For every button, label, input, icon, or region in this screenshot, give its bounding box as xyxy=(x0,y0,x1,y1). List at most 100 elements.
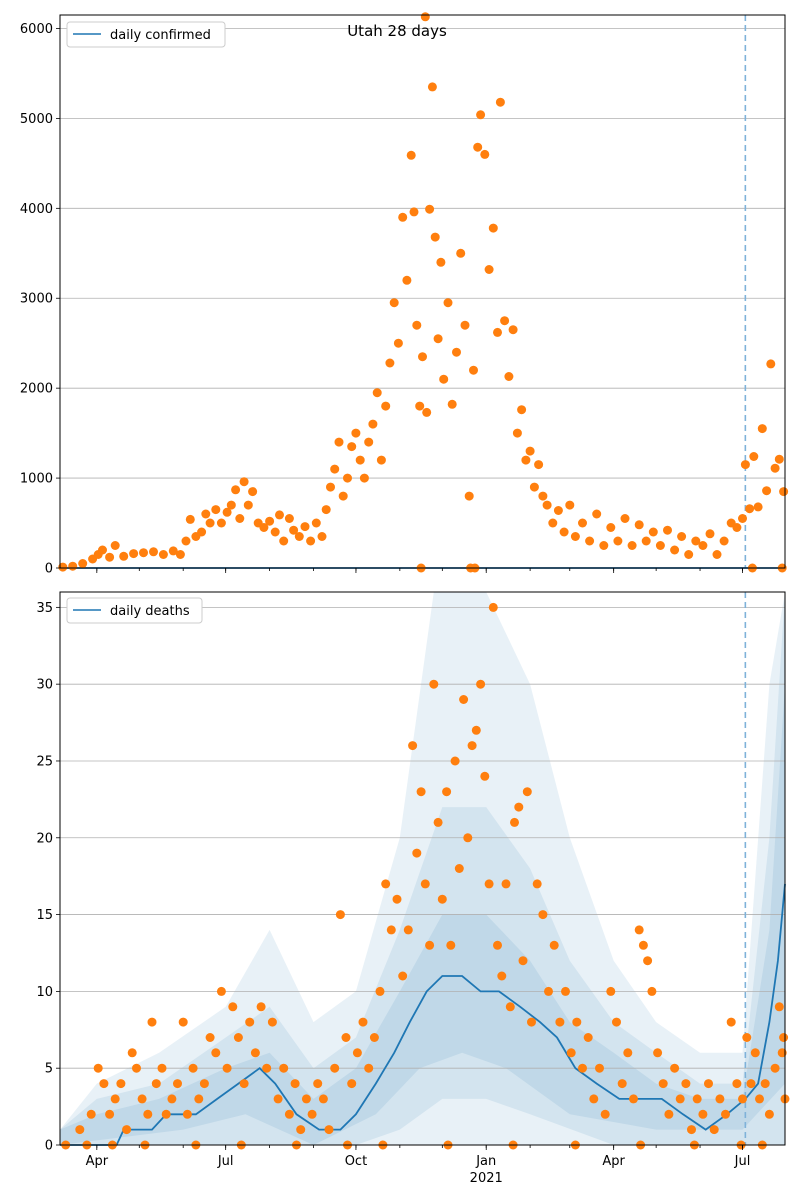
data-point xyxy=(228,1002,238,1012)
data-point xyxy=(167,1094,177,1104)
data-point xyxy=(161,1109,171,1119)
y-tick-label: 10 xyxy=(36,985,53,1000)
data-point xyxy=(392,894,402,904)
data-point xyxy=(279,1063,289,1073)
data-point xyxy=(157,1063,167,1073)
legend-label-deaths: daily deaths xyxy=(110,604,190,619)
data-point xyxy=(119,551,129,561)
data-point xyxy=(311,518,321,528)
data-point xyxy=(548,518,558,528)
data-point xyxy=(480,771,490,781)
data-point xyxy=(476,679,486,689)
data-point xyxy=(664,1109,674,1119)
x-tick-label: Jul xyxy=(734,1154,751,1169)
data-point xyxy=(151,1079,161,1089)
data-point xyxy=(663,525,672,535)
data-point xyxy=(653,1048,663,1058)
data-point xyxy=(364,437,374,447)
data-point xyxy=(406,150,416,160)
data-point xyxy=(732,523,742,532)
data-point xyxy=(216,986,226,996)
data-point xyxy=(677,532,687,541)
confirmed-panel: 0 1000 2000 3000 4000 5000 6000 Utah 28 days d… xyxy=(20,12,789,577)
data-point xyxy=(197,527,207,537)
data-point xyxy=(525,446,535,456)
data-point xyxy=(158,550,168,559)
data-point xyxy=(634,925,644,935)
data-point xyxy=(430,232,440,242)
data-point xyxy=(110,541,120,550)
confirmed-legend: daily confirmed xyxy=(66,21,226,48)
data-point xyxy=(98,545,107,555)
data-point xyxy=(256,1002,266,1012)
data-point xyxy=(712,550,722,559)
x-tick-label: Jan xyxy=(475,1154,496,1169)
data-point xyxy=(484,879,494,889)
data-point xyxy=(347,1079,357,1089)
y-tick-label: 30 xyxy=(36,678,53,693)
data-point xyxy=(634,520,644,530)
data-point xyxy=(129,549,139,559)
data-point xyxy=(538,491,548,501)
data-point xyxy=(589,1094,599,1104)
data-point xyxy=(518,956,528,966)
data-point xyxy=(565,500,575,510)
data-point xyxy=(447,399,457,409)
data-point xyxy=(194,1094,204,1104)
data-point xyxy=(243,500,253,510)
data-point xyxy=(248,487,258,497)
data-point xyxy=(495,97,505,107)
data-point xyxy=(721,1109,730,1119)
data-point xyxy=(105,1109,115,1119)
data-point xyxy=(762,486,772,496)
data-point xyxy=(334,437,344,447)
data-point xyxy=(670,1063,680,1073)
data-point xyxy=(75,1125,85,1135)
data-point xyxy=(522,787,532,797)
data-point xyxy=(469,365,478,375)
confirmed-plot-frame xyxy=(59,14,786,569)
data-point xyxy=(211,1048,221,1058)
data-point xyxy=(623,1048,633,1058)
data-point xyxy=(480,149,490,159)
data-point xyxy=(359,473,369,483)
data-point xyxy=(385,358,395,368)
data-point xyxy=(132,1063,141,1073)
y-tick-label: 3000 xyxy=(20,292,53,307)
y-tick-label: 5000 xyxy=(20,112,53,127)
data-point xyxy=(488,602,498,612)
data-point xyxy=(566,1048,576,1058)
data-point xyxy=(389,298,399,308)
data-point xyxy=(745,504,755,514)
data-point xyxy=(463,833,473,843)
data-point xyxy=(116,1079,126,1089)
data-point xyxy=(704,1079,713,1089)
data-point xyxy=(341,1033,351,1042)
data-point xyxy=(436,257,446,267)
data-point xyxy=(583,1033,593,1042)
data-point xyxy=(296,1125,306,1135)
data-point xyxy=(595,1063,604,1073)
data-point xyxy=(425,940,435,950)
data-point xyxy=(521,455,531,465)
data-point xyxy=(750,1048,760,1058)
chart-title: Utah 28 days xyxy=(347,22,447,40)
data-point xyxy=(409,207,419,217)
data-point xyxy=(265,516,275,526)
fit-line xyxy=(60,883,786,1146)
data-point xyxy=(532,879,542,889)
data-point xyxy=(381,879,391,889)
legend-frame xyxy=(66,21,226,48)
data-point xyxy=(504,372,514,381)
data-point xyxy=(715,1094,725,1104)
y-tick-label: 35 xyxy=(36,601,53,616)
confidence-band-1 xyxy=(60,592,785,1145)
data-point xyxy=(643,956,653,966)
data-point xyxy=(705,529,715,539)
data-point xyxy=(777,1048,787,1058)
data-point xyxy=(262,1063,272,1073)
data-point xyxy=(561,986,570,996)
data-point xyxy=(351,428,361,438)
data-point xyxy=(534,460,544,470)
data-point xyxy=(201,509,211,519)
